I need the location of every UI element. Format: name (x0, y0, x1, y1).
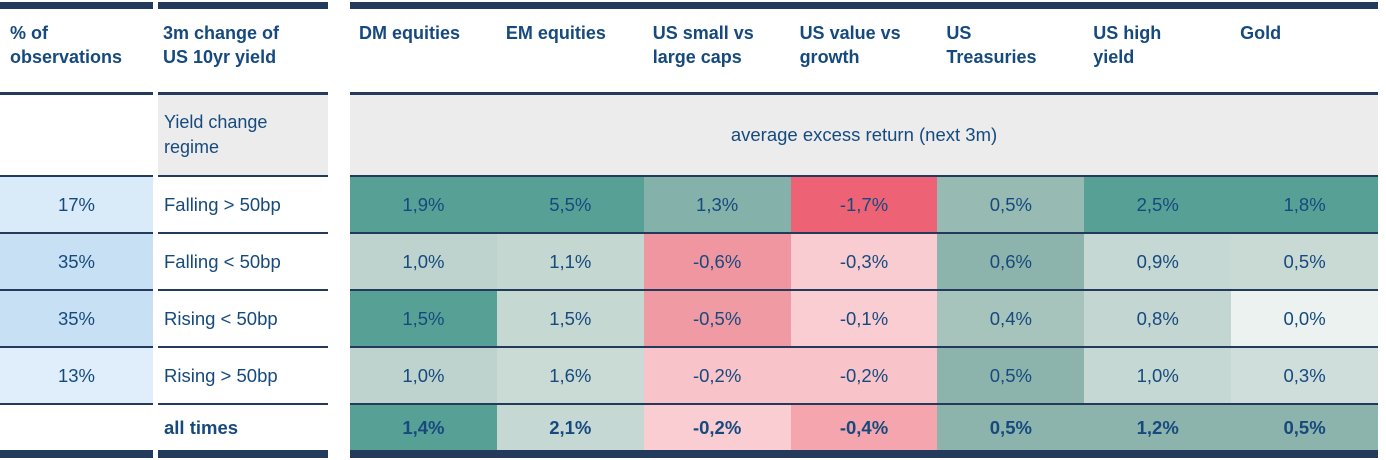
table-header-row: % of observations 3m change of US 10yr y… (0, 9, 1378, 95)
total-cell-us-treasuries: 0,5% (937, 405, 1085, 458)
regime-label-cell: Rising < 50bp (158, 291, 328, 348)
total-cell-gold: 0,5% (1231, 405, 1378, 458)
total-cell-us-high-yield: 1,2% (1084, 405, 1232, 458)
value-cell-gold: 0,3% (1231, 348, 1378, 405)
value-cell-us-small-vs-large: -0,2% (643, 348, 791, 405)
header-us-small-vs-large: US small vs large caps (643, 9, 791, 95)
value-cell-us-value-vs-growth: -0,3% (790, 234, 938, 291)
empty-cell (0, 95, 153, 177)
header-us-treasuries: US Treasuries (937, 9, 1085, 95)
value-cell-us-value-vs-growth: -1,7% (790, 177, 938, 234)
border-segment (158, 2, 328, 9)
border-segment (0, 2, 153, 9)
column-gutter (328, 9, 350, 95)
column-gutter (153, 95, 158, 177)
column-gutter (328, 291, 350, 348)
regime-label-cell: Rising > 50bp (158, 348, 328, 405)
header-em-equities: EM equities (496, 9, 644, 95)
value-cell-gold: 1,8% (1231, 177, 1378, 234)
column-gutter (328, 95, 350, 177)
border-segment (350, 2, 1378, 9)
value-cell-em-equities: 1,1% (496, 234, 644, 291)
total-cell-us-value-vs-growth: -0,4% (790, 405, 938, 458)
subheader-average-excess-return: average excess return (next 3m) (350, 95, 1378, 177)
value-cell-us-value-vs-growth: -0,1% (790, 291, 938, 348)
value-cell-dm-equities: 1,9% (350, 177, 497, 234)
total-cell-dm-equities: 1,4% (350, 405, 497, 458)
column-gutter (153, 234, 158, 291)
regime-label-cell: Falling < 50bp (158, 234, 328, 291)
column-gutter (328, 405, 350, 458)
header-yield-change: 3m change of US 10yr yield (158, 9, 328, 95)
value-cell-em-equities: 5,5% (496, 177, 644, 234)
value-cell-em-equities: 1,5% (496, 291, 644, 348)
value-cell-us-small-vs-large: 1,3% (643, 177, 791, 234)
value-cell-us-high-yield: 0,9% (1084, 234, 1232, 291)
column-gutter (328, 234, 350, 291)
table-row: 13% Rising > 50bp 1,0% 1,6% -0,2% -0,2% … (0, 348, 1378, 405)
table-row: 35% Falling < 50bp 1,0% 1,1% -0,6% -0,3%… (0, 234, 1378, 291)
value-cell-us-high-yield: 0,8% (1084, 291, 1232, 348)
column-gutter (153, 348, 158, 405)
value-cell-us-treasuries: 0,5% (937, 177, 1085, 234)
header-us-value-vs-growth: US value vs growth (790, 9, 938, 95)
value-cell-em-equities: 1,6% (496, 348, 644, 405)
header-dm-equities: DM equities (350, 9, 497, 95)
observations-pct-cell: 35% (0, 234, 153, 291)
header-pct-observations: % of observations (0, 9, 153, 95)
column-gutter (153, 2, 158, 9)
column-gutter (328, 2, 350, 9)
value-cell-dm-equities: 1,0% (350, 234, 497, 291)
value-cell-us-small-vs-large: -0,5% (643, 291, 791, 348)
column-gutter (328, 348, 350, 405)
value-cell-us-high-yield: 2,5% (1084, 177, 1232, 234)
empty-cell (0, 405, 153, 458)
column-gutter (153, 177, 158, 234)
value-cell-us-treasuries: 0,6% (937, 234, 1085, 291)
value-cell-us-treasuries: 0,5% (937, 348, 1085, 405)
all-times-label: all times (158, 405, 328, 458)
header-gold: Gold (1231, 9, 1378, 95)
total-cell-em-equities: 2,1% (496, 405, 644, 458)
value-cell-us-value-vs-growth: -0,2% (790, 348, 938, 405)
value-cell-gold: 0,5% (1231, 234, 1378, 291)
observations-pct-cell: 13% (0, 348, 153, 405)
value-cell-dm-equities: 1,0% (350, 348, 497, 405)
table-totals-row: all times 1,4% 2,1% -0,2% -0,4% 0,5% 1,2… (0, 405, 1378, 458)
table-subheader-row: Yield change regime average excess retur… (0, 95, 1378, 177)
table-top-border (0, 2, 1378, 9)
header-us-high-yield: US high yield (1084, 9, 1232, 95)
subheader-yield-change-regime: Yield change regime (158, 95, 328, 177)
table-row: 17% Falling > 50bp 1,9% 5,5% 1,3% -1,7% … (0, 177, 1378, 234)
value-cell-us-small-vs-large: -0,6% (643, 234, 791, 291)
column-gutter (153, 291, 158, 348)
observations-pct-cell: 17% (0, 177, 153, 234)
value-cell-us-high-yield: 1,0% (1084, 348, 1232, 405)
column-gutter (153, 405, 158, 458)
total-cell-us-small-vs-large: -0,2% (643, 405, 791, 458)
value-cell-gold: 0,0% (1231, 291, 1378, 348)
column-gutter (328, 177, 350, 234)
table-row: 35% Rising < 50bp 1,5% 1,5% -0,5% -0,1% … (0, 291, 1378, 348)
observations-pct-cell: 35% (0, 291, 153, 348)
regime-label-cell: Falling > 50bp (158, 177, 328, 234)
value-cell-dm-equities: 1,5% (350, 291, 497, 348)
column-gutter (153, 9, 158, 95)
value-cell-us-treasuries: 0,4% (937, 291, 1085, 348)
